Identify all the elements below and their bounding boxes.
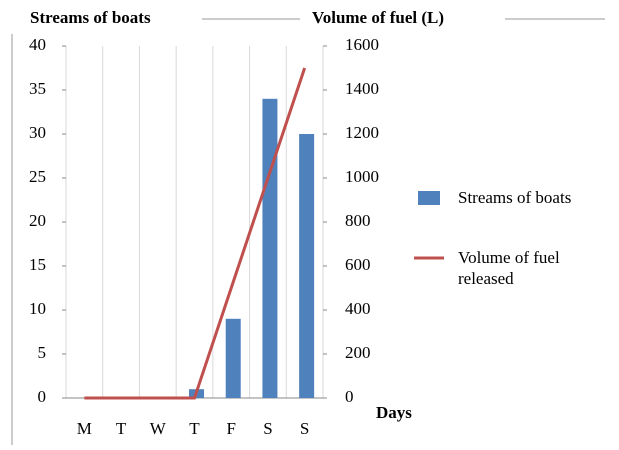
y2-tick-label: 600 [345,255,371,274]
y-tick-label: 30 [29,123,46,142]
y-tick-label: 20 [29,211,46,230]
y-tick-label: 35 [29,79,46,98]
x-tick-label: S [300,419,309,438]
legend-item: Volume of fuel released [458,248,560,288]
y2-tick-label: 800 [345,211,371,230]
x-tick-label: W [150,419,167,438]
bar [225,318,241,398]
bar [299,134,315,398]
line [84,67,307,400]
x-axis-label: Days [376,403,412,422]
x-tick-label: T [189,419,200,438]
x-tick-label: T [116,419,127,438]
y2-tick-label: 1400 [345,79,379,98]
x-tick-label: S [263,419,272,438]
y2-tick-label: 400 [345,299,371,318]
y2-tick-label: 1000 [345,167,379,186]
y2-tick-label: 1200 [345,123,379,142]
y-tick-label: 5 [38,343,47,362]
y2-axis-label: Volume of fuel (L) [312,8,444,27]
legend-label: Streams of boats [458,188,572,207]
bar [262,98,278,399]
y-tick-label: 40 [29,35,46,54]
y-tick-label: 15 [29,255,46,274]
legend-label: Volume of fuel released [458,248,560,288]
y2-tick-label: 0 [345,387,354,406]
x-tick-label: F [226,419,235,438]
y-tick-label: 25 [29,167,46,186]
x-tick-label: M [77,419,92,438]
y-tick-label: 0 [38,387,47,406]
y-axis-label: Streams of boats [30,8,151,27]
y2-tick-label: 200 [345,343,371,362]
y-tick-label: 10 [29,299,46,318]
y2-tick-label: 1600 [345,35,379,54]
legend-item: Streams of boats [458,188,572,207]
legend-swatch [418,191,440,205]
